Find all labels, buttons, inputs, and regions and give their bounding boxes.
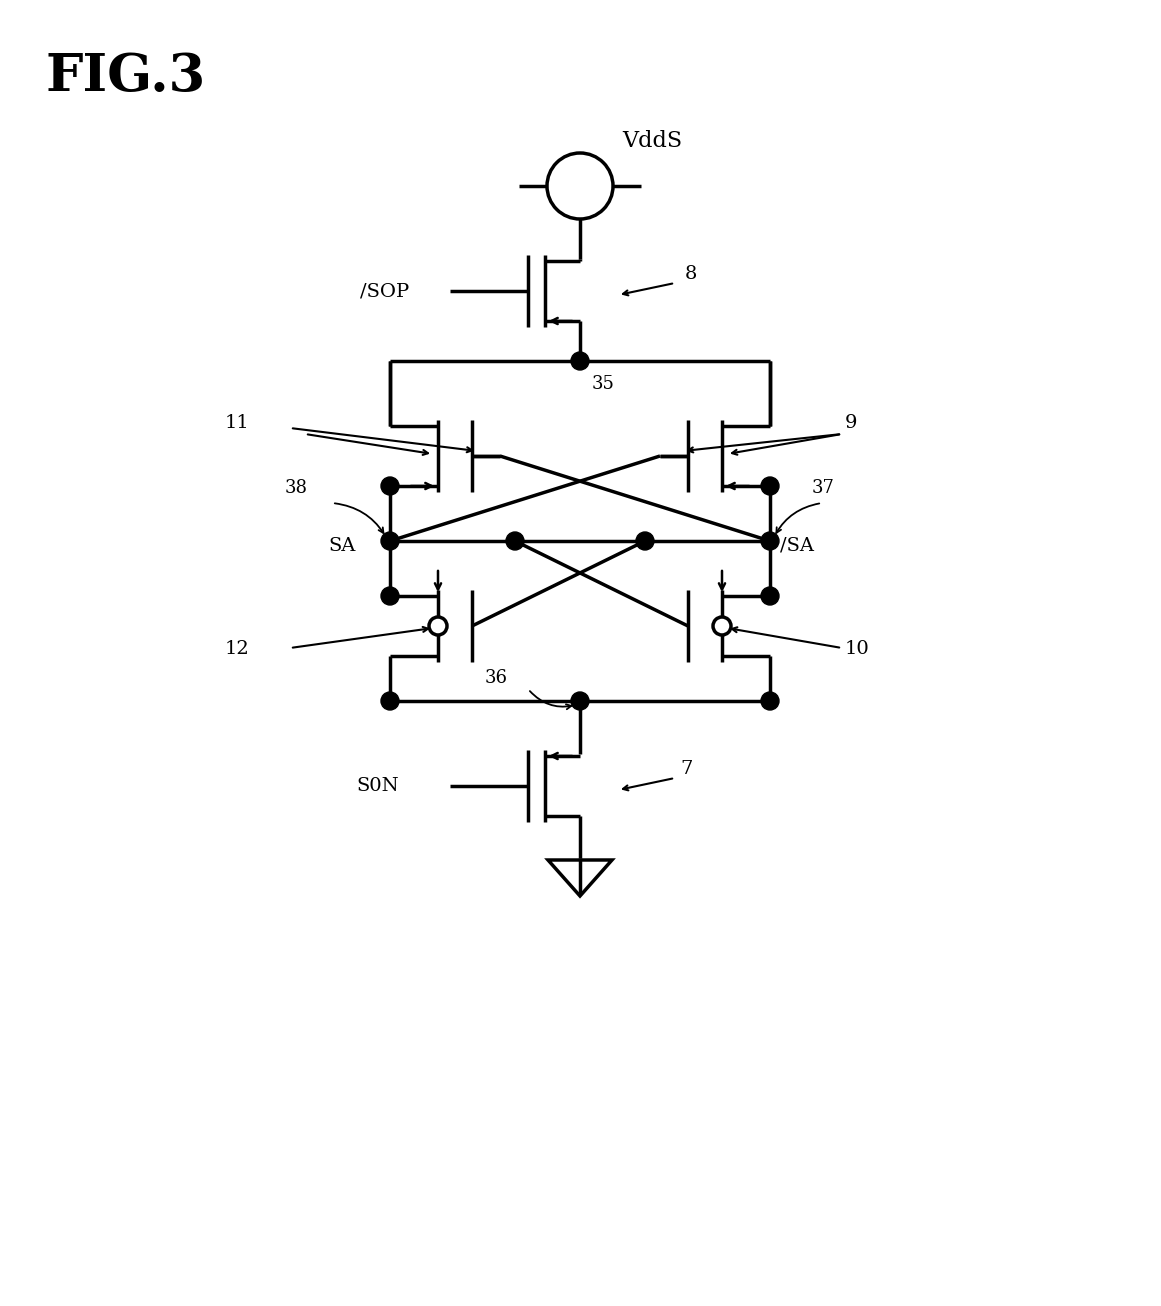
Text: /SA: /SA [780,537,814,555]
Circle shape [381,477,399,495]
Text: 35: 35 [592,375,615,393]
Text: VddS: VddS [622,131,683,151]
Circle shape [571,353,589,370]
Circle shape [381,532,399,550]
Text: 37: 37 [812,479,835,498]
Circle shape [760,586,779,605]
Text: 12: 12 [225,640,250,658]
Circle shape [760,532,779,550]
Text: FIG.3: FIG.3 [45,51,205,102]
Circle shape [713,616,731,635]
Text: /SOP: /SOP [360,282,409,300]
Text: 8: 8 [685,265,698,283]
Circle shape [430,616,447,635]
Circle shape [636,532,654,550]
Circle shape [571,692,589,710]
Circle shape [760,477,779,495]
Text: 36: 36 [485,669,509,687]
Text: SA: SA [329,537,355,555]
Circle shape [506,532,524,550]
Text: 7: 7 [680,760,692,778]
Text: 9: 9 [845,414,858,432]
Text: S0N: S0N [356,777,398,795]
Circle shape [760,692,779,710]
Text: 11: 11 [225,414,250,432]
Circle shape [381,586,399,605]
Text: 10: 10 [845,640,870,658]
Text: 38: 38 [284,479,308,498]
Circle shape [381,692,399,710]
